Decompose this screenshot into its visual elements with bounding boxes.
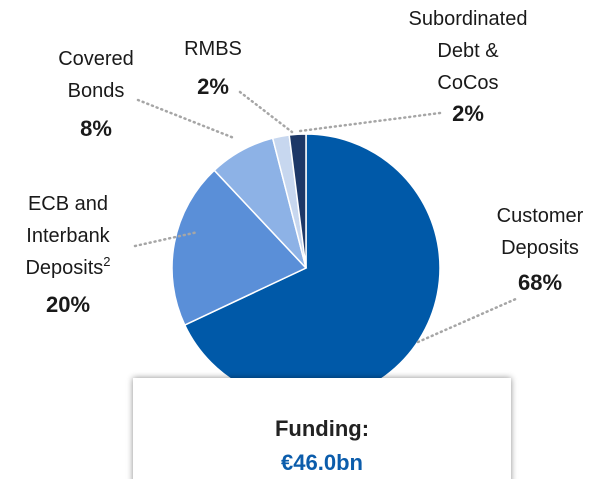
category-name: Subordinated Debt & CoCos bbox=[408, 8, 528, 94]
pie-slice bbox=[171, 169, 308, 327]
funding-value: €46.0bn bbox=[281, 450, 363, 475]
slice-label: ECB and Interbank Deposits2 bbox=[0, 188, 148, 284]
value-label: 68% bbox=[517, 270, 563, 295]
slice-label: Subordinated Debt & CoCos bbox=[388, 3, 548, 99]
funding-box: Funding: €46.0bn bbox=[133, 378, 511, 479]
category-name: ECB and Interbank Deposits bbox=[25, 193, 110, 279]
value-label: 2% bbox=[452, 101, 484, 126]
funding-title: Funding: bbox=[274, 416, 370, 441]
value-label: 20% bbox=[45, 292, 91, 317]
leader-line bbox=[416, 296, 520, 344]
value-label: 2% bbox=[197, 74, 229, 99]
leader-line bbox=[136, 98, 236, 140]
value-label: 8% bbox=[80, 116, 112, 141]
category-name: Covered Bonds bbox=[58, 48, 134, 102]
category-name: RMBS bbox=[184, 38, 242, 60]
pie-slice bbox=[288, 133, 307, 269]
slice-label: Covered Bonds bbox=[16, 43, 176, 107]
category-name: Customer Deposits bbox=[496, 205, 584, 259]
footnote-mark: 2 bbox=[103, 254, 111, 269]
leader-line bbox=[133, 230, 200, 248]
slice-label: RMBS bbox=[133, 33, 293, 65]
leader-line bbox=[238, 90, 294, 134]
leader-line bbox=[298, 111, 442, 133]
slice-label: Customer Deposits bbox=[460, 200, 608, 264]
